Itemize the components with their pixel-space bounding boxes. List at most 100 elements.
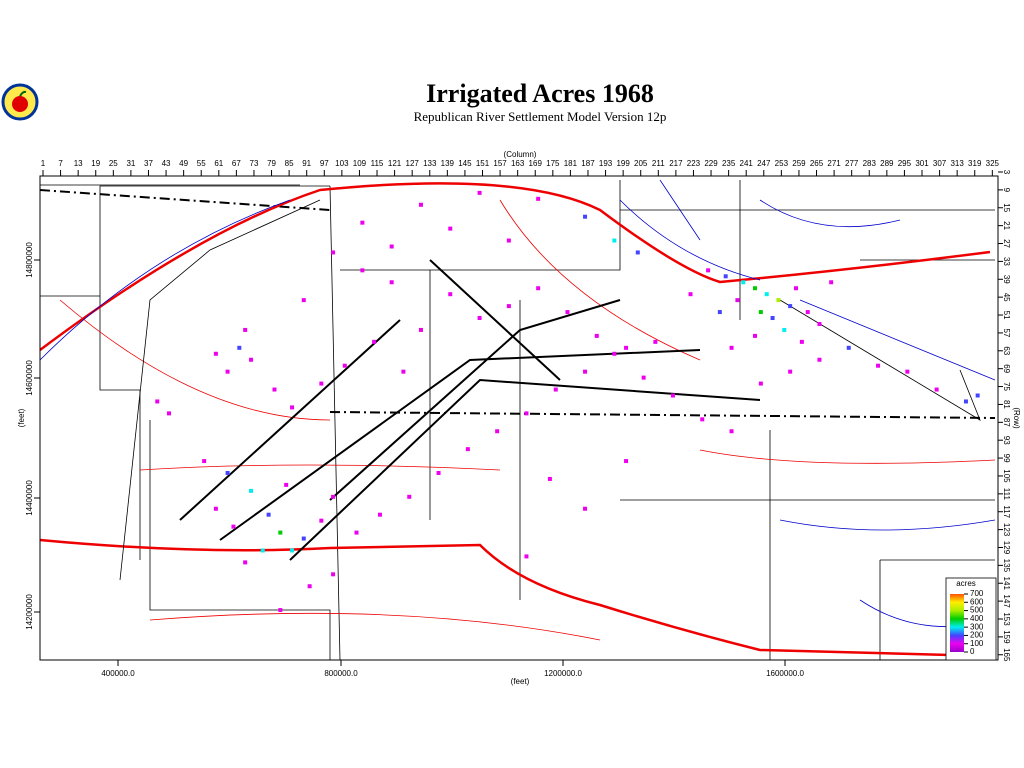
column-tick-label: 79 bbox=[267, 159, 276, 168]
irrigated-cell bbox=[817, 357, 822, 362]
column-tick-label: 19 bbox=[91, 159, 100, 168]
irrigated-cell bbox=[342, 363, 347, 368]
column-tick-label: 97 bbox=[320, 159, 329, 168]
row-tick-label: 57 bbox=[1002, 328, 1011, 337]
y-tick-label: 14400000 bbox=[25, 480, 34, 516]
irrigated-cell bbox=[477, 190, 482, 195]
column-tick-label: 193 bbox=[599, 159, 613, 168]
irrigated-cell bbox=[249, 488, 254, 493]
irrigated-cell bbox=[372, 339, 377, 344]
irrigated-cell bbox=[407, 494, 412, 499]
row-tick-label: 39 bbox=[1002, 275, 1011, 284]
row-tick-label: 9 bbox=[1002, 188, 1011, 193]
irrigated-cell bbox=[934, 387, 939, 392]
column-tick-label: 211 bbox=[652, 159, 665, 168]
irrigated-cell bbox=[752, 286, 757, 291]
logo bbox=[1, 83, 39, 121]
irrigated-cell bbox=[213, 506, 218, 511]
irrigated-cell bbox=[477, 316, 482, 321]
row-tick-label: 33 bbox=[1002, 257, 1011, 266]
row-tick-label: 141 bbox=[1002, 577, 1011, 591]
column-tick-label: 157 bbox=[493, 159, 507, 168]
column-tick-label: 1 bbox=[41, 159, 46, 168]
x-tick-label: 800000.0 bbox=[324, 669, 358, 678]
irrigated-cell bbox=[876, 363, 881, 368]
legend-tick-label: 500 bbox=[970, 606, 984, 615]
column-axis-label: (Column) bbox=[504, 150, 537, 159]
column-tick-label: 61 bbox=[214, 159, 223, 168]
row-tick-label: 159 bbox=[1002, 630, 1011, 644]
irrigated-cell bbox=[284, 482, 289, 487]
x-tick-label: 1200000.0 bbox=[544, 669, 582, 678]
row-tick-label: 105 bbox=[1002, 469, 1011, 483]
irrigated-cell bbox=[448, 226, 453, 231]
row-axis-label: (Row) bbox=[1012, 407, 1021, 429]
irrigated-cell bbox=[788, 304, 793, 309]
irrigated-cell bbox=[583, 506, 588, 511]
irrigated-cell bbox=[436, 470, 441, 475]
irrigated-cell bbox=[729, 345, 734, 350]
irrigated-cell bbox=[506, 304, 511, 309]
irrigated-cell bbox=[688, 292, 693, 297]
irrigated-cell bbox=[331, 250, 336, 255]
irrigated-cell bbox=[624, 345, 629, 350]
row-tick-label: 153 bbox=[1002, 612, 1011, 626]
irrigated-cell bbox=[717, 310, 722, 315]
irrigated-cell bbox=[788, 369, 793, 374]
column-tick-label: 73 bbox=[250, 159, 259, 168]
column-tick-label: 91 bbox=[302, 159, 311, 168]
column-tick-label: 325 bbox=[986, 159, 1000, 168]
irrigated-cell bbox=[670, 393, 675, 398]
irrigated-cell bbox=[418, 202, 423, 207]
column-tick-label: 127 bbox=[406, 159, 420, 168]
row-tick-label: 93 bbox=[1002, 436, 1011, 445]
column-tick-label: 49 bbox=[179, 159, 188, 168]
irrigated-cell bbox=[758, 310, 763, 315]
irrigated-cell bbox=[741, 280, 746, 285]
column-tick-label: 67 bbox=[232, 159, 241, 168]
irrigated-cell bbox=[770, 316, 775, 321]
legend-tick-label: 600 bbox=[970, 597, 984, 606]
irrigated-cell bbox=[635, 250, 640, 255]
irrigated-cell bbox=[307, 584, 312, 589]
x-tick-label: 1600000.0 bbox=[766, 669, 804, 678]
irrigated-cell bbox=[290, 405, 295, 410]
y-tick-label: 14800000 bbox=[25, 242, 34, 278]
column-tick-label: 205 bbox=[634, 159, 648, 168]
irrigated-cell bbox=[735, 298, 740, 303]
row-tick-label: 75 bbox=[1002, 382, 1011, 391]
legend-tick-label: 300 bbox=[970, 622, 984, 631]
irrigated-cell bbox=[237, 345, 242, 350]
legend-tick-label: 400 bbox=[970, 614, 984, 623]
legend-bar bbox=[950, 594, 964, 652]
irrigated-cell bbox=[547, 476, 552, 481]
basemap bbox=[39, 179, 996, 661]
irrigated-cell bbox=[729, 429, 734, 434]
irrigated-cell bbox=[758, 381, 763, 386]
irrigated-cell bbox=[213, 351, 218, 356]
irrigated-cell bbox=[764, 292, 769, 297]
row-tick-label: 147 bbox=[1002, 594, 1011, 608]
irrigated-cell bbox=[243, 327, 248, 332]
column-tick-label: 313 bbox=[950, 159, 964, 168]
irrigated-cell bbox=[817, 321, 822, 326]
row-tick-label: 27 bbox=[1002, 239, 1011, 248]
irrigated-cell bbox=[846, 345, 851, 350]
irrigated-cell bbox=[495, 429, 500, 434]
irrigated-cell bbox=[536, 286, 541, 291]
irrigated-cell bbox=[418, 327, 423, 332]
irrigated-cell bbox=[301, 536, 306, 541]
column-tick-label: 7 bbox=[58, 159, 63, 168]
irrigated-cell bbox=[583, 214, 588, 219]
irrigated-cell bbox=[799, 339, 804, 344]
irrigated-cell bbox=[401, 369, 406, 374]
row-tick-label: 51 bbox=[1002, 311, 1011, 320]
irrigated-cell bbox=[266, 512, 271, 517]
irrigated-cell bbox=[225, 369, 230, 374]
row-tick-label: 87 bbox=[1002, 418, 1011, 427]
x-axis-label: (feet) bbox=[511, 677, 530, 686]
column-tick-label: 55 bbox=[197, 159, 206, 168]
row-tick-label: 135 bbox=[1002, 559, 1011, 573]
irrigated-cell bbox=[448, 292, 453, 297]
